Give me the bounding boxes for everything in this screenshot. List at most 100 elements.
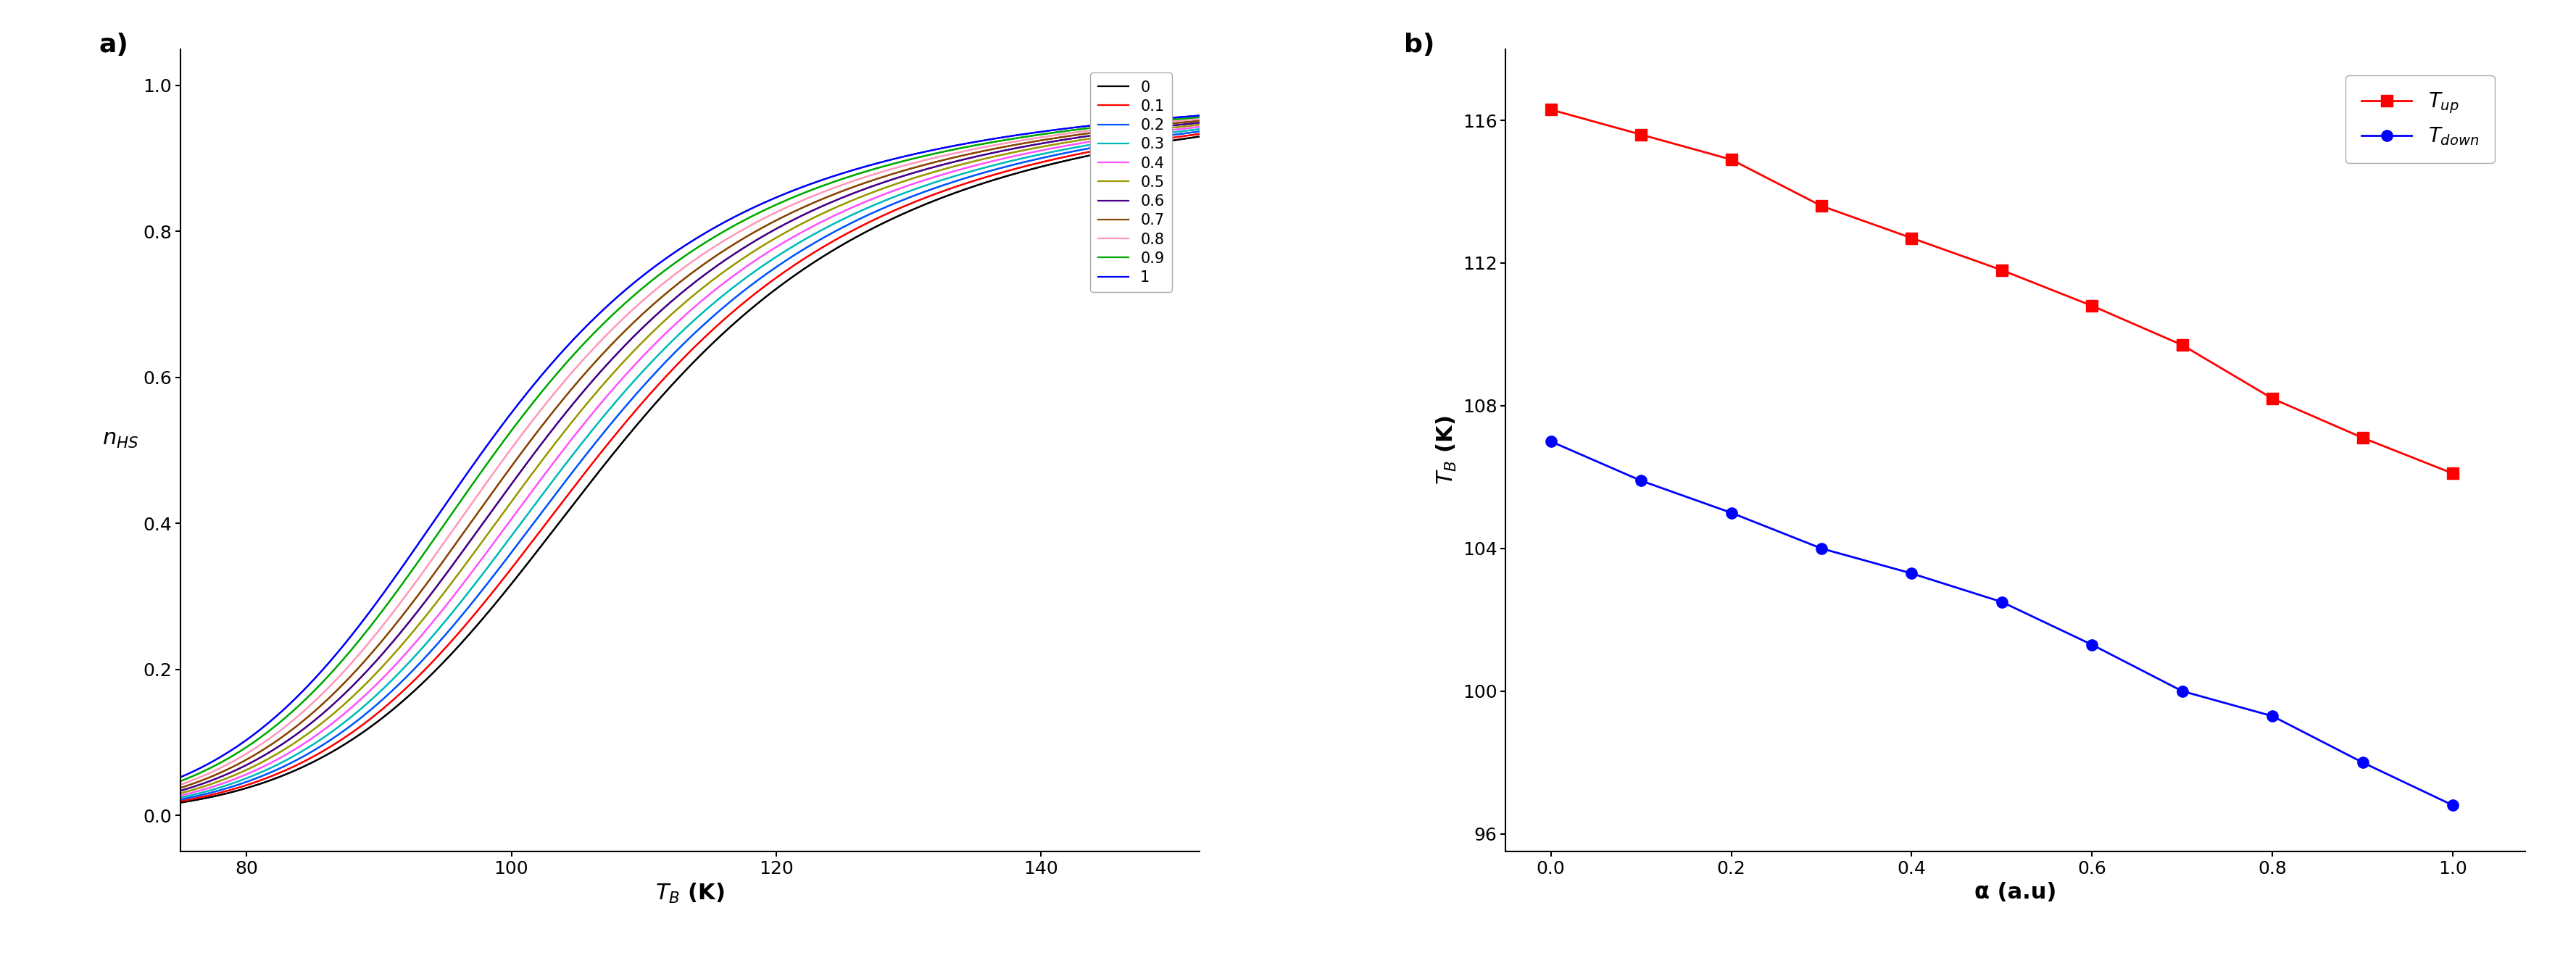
0.8	[343, 651, 374, 663]
0.4	[600, 381, 631, 393]
0.5	[165, 787, 196, 799]
$T_{down}$	[1896, 568, 1927, 580]
0.3	[600, 396, 631, 408]
$T_{down}$	[2076, 639, 2107, 651]
$T_{up}$	[1625, 128, 1656, 140]
$T_{up}$	[1716, 154, 1747, 165]
0.2	[600, 412, 631, 424]
0.3	[1054, 143, 1084, 155]
Y-axis label: $n_{HS}$: $n_{HS}$	[103, 430, 139, 450]
0.6	[165, 785, 196, 797]
0.5	[1054, 136, 1084, 148]
0.8	[165, 779, 196, 791]
0.6	[1054, 133, 1084, 145]
Line: 0: 0	[180, 136, 1200, 803]
0.2	[1054, 146, 1084, 158]
0.4	[1164, 123, 1195, 135]
0.1	[556, 485, 587, 496]
Legend: 0, 0.1, 0.2, 0.3, 0.4, 0.5, 0.6, 0.7, 0.8, 0.9, 1: 0, 0.1, 0.2, 0.3, 0.4, 0.5, 0.6, 0.7, 0.…	[1090, 72, 1172, 293]
0.7	[1185, 115, 1216, 126]
0.5	[600, 365, 631, 377]
0.7	[281, 721, 312, 732]
0.5	[281, 735, 312, 747]
0.6	[556, 400, 587, 412]
0.1	[343, 723, 374, 734]
1	[281, 691, 312, 703]
Line: 0.9: 0.9	[180, 117, 1200, 781]
$T_{up}$	[2437, 468, 2468, 480]
0.3	[1185, 123, 1216, 135]
0.7	[1164, 117, 1195, 128]
0	[281, 764, 312, 775]
$T_{down}$	[2166, 685, 2197, 697]
$T_{up}$	[1806, 200, 1837, 211]
0.3	[556, 450, 587, 462]
0.8	[1164, 115, 1195, 126]
0.1	[600, 429, 631, 441]
0.8	[600, 320, 631, 332]
$T_{up}$	[2347, 432, 2378, 443]
Line: 1: 1	[180, 116, 1200, 777]
$T_{down}$	[2347, 757, 2378, 769]
0.5	[556, 417, 587, 429]
0	[1185, 130, 1216, 142]
0.1	[1185, 128, 1216, 140]
0	[343, 730, 374, 742]
0.1	[165, 795, 196, 807]
0.4	[281, 742, 312, 754]
0	[1054, 154, 1084, 165]
0.3	[1164, 125, 1195, 137]
$T_{down}$	[1535, 436, 1566, 447]
$T_{up}$	[1896, 232, 1927, 244]
1	[165, 771, 196, 783]
X-axis label: α (a.u): α (a.u)	[1973, 882, 2056, 903]
0.9	[1164, 113, 1195, 124]
1	[556, 336, 587, 348]
0.9	[600, 306, 631, 318]
$T_{up}$	[2166, 339, 2197, 350]
0.6	[281, 728, 312, 740]
0.4	[1185, 121, 1216, 133]
0.9	[1054, 124, 1084, 136]
Line: $T_{down}$: $T_{down}$	[1546, 436, 2458, 811]
Line: $T_{up}$: $T_{up}$	[1546, 104, 2458, 479]
$T_{down}$	[2257, 711, 2287, 723]
0.2	[281, 754, 312, 766]
0.6	[600, 350, 631, 361]
0.4	[1054, 139, 1084, 151]
0.9	[281, 702, 312, 714]
0.6	[1164, 118, 1195, 130]
Line: 0.6: 0.6	[180, 122, 1200, 791]
0.8	[556, 367, 587, 379]
$T_{up}$	[1986, 264, 2017, 276]
0.6	[343, 676, 374, 687]
$T_{up}$	[1535, 104, 1566, 116]
0	[600, 445, 631, 457]
0.9	[1185, 112, 1216, 123]
0.9	[165, 775, 196, 787]
0.3	[281, 749, 312, 761]
0.2	[343, 715, 374, 726]
1	[1054, 122, 1084, 134]
$T_{down}$	[1986, 596, 2017, 608]
0.7	[556, 384, 587, 396]
0.8	[1185, 113, 1216, 124]
Line: 0.1: 0.1	[180, 134, 1200, 801]
Line: 0.3: 0.3	[180, 129, 1200, 798]
Legend: $T_{up}$, $T_{down}$: $T_{up}$, $T_{down}$	[2344, 75, 2494, 163]
Line: 0.2: 0.2	[180, 131, 1200, 800]
0.4	[165, 790, 196, 802]
1	[1185, 110, 1216, 121]
0.8	[281, 712, 312, 723]
0.4	[556, 434, 587, 445]
0.3	[343, 706, 374, 718]
0.9	[343, 637, 374, 649]
0.5	[1185, 118, 1216, 130]
0	[556, 501, 587, 513]
Line: 0.7: 0.7	[180, 120, 1200, 788]
0.7	[343, 664, 374, 676]
0	[1164, 133, 1195, 145]
0.7	[165, 782, 196, 794]
$T_{up}$	[2076, 300, 2107, 311]
$T_{down}$	[1716, 507, 1747, 519]
